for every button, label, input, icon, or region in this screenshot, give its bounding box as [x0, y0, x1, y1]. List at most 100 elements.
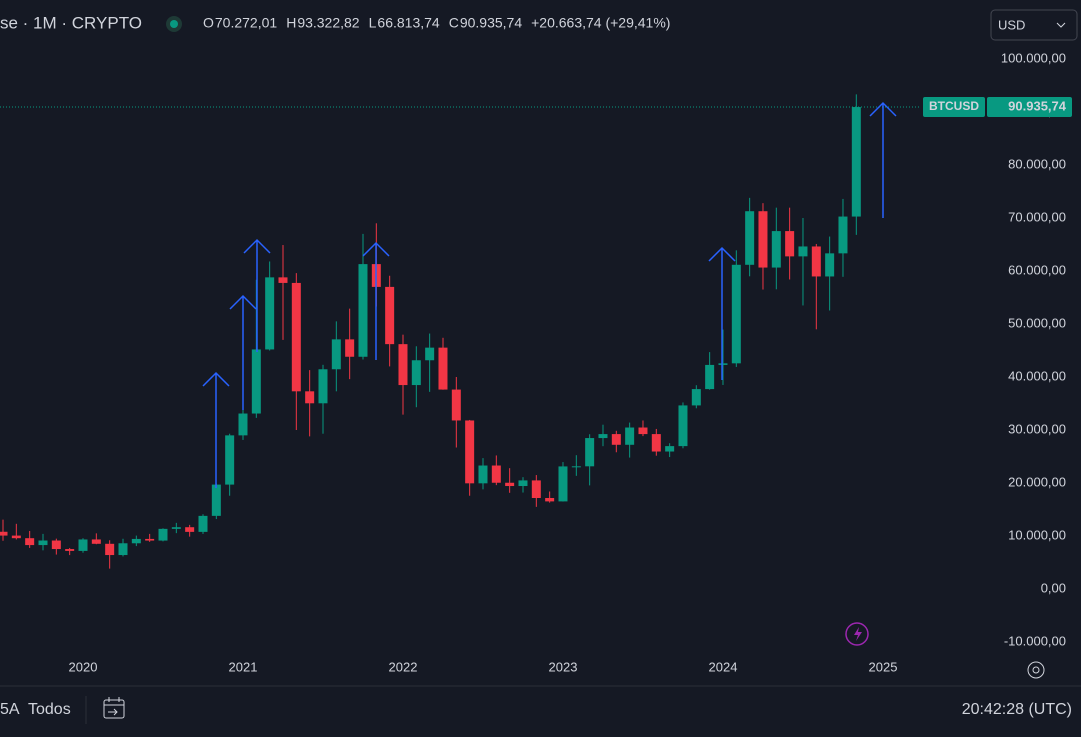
arrow[interactable]	[202, 371, 230, 488]
range-all[interactable]: Todos	[28, 701, 71, 718]
candle-body	[158, 528, 168, 541]
event-icon[interactable]	[845, 622, 869, 646]
y-tick-label: 0,00	[1041, 580, 1066, 595]
candle-body	[518, 480, 528, 487]
ohlc-value: 66.813,74	[377, 15, 439, 31]
candle-body	[38, 540, 48, 546]
y-tick-label: 30.000,00	[1008, 421, 1066, 436]
candle-body	[185, 527, 195, 532]
candle-body	[465, 420, 475, 484]
candle-body	[745, 211, 755, 265]
arrow[interactable]	[243, 238, 271, 352]
candle-body	[731, 264, 741, 364]
ohlc-label: H	[286, 15, 296, 31]
candle-body	[705, 364, 715, 390]
x-tick-label: 2020	[69, 659, 98, 674]
candle-body	[718, 363, 728, 365]
y-tick-label: 80.000,00	[1008, 156, 1066, 171]
candle-body	[798, 246, 808, 257]
candle-body	[585, 438, 595, 467]
y-tick-label: 60.000,00	[1008, 262, 1066, 277]
candle-body	[838, 216, 848, 254]
candle-body	[425, 347, 435, 361]
candle-body	[558, 466, 568, 502]
y-tick-label: 40.000,00	[1008, 368, 1066, 383]
candle-body	[211, 484, 221, 516]
currency-button[interactable]	[990, 9, 1078, 41]
candle-body	[385, 286, 395, 345]
candle-body	[571, 466, 581, 468]
y-tick-label: 100.000,00	[1001, 50, 1066, 65]
x-tick-label: 2021	[229, 659, 258, 674]
symbol-tag-text: BTCUSD	[929, 99, 979, 113]
currency[interactable]: USD	[998, 17, 1025, 32]
candle-body	[171, 527, 181, 529]
candle-body	[451, 389, 461, 421]
candle-body	[305, 391, 315, 404]
price-tag-text: 90.935,74	[1008, 98, 1067, 113]
candle-body	[398, 344, 408, 386]
candle-body	[25, 538, 35, 546]
candle-body	[358, 264, 368, 357]
candle-body	[691, 389, 701, 406]
candle-body	[625, 427, 635, 445]
candle-body	[345, 339, 355, 357]
arrow[interactable]	[362, 241, 390, 360]
y-tick-label: 10.000,00	[1008, 527, 1066, 542]
ohlc-value: 90.935,74	[460, 15, 522, 31]
candle-body	[598, 434, 608, 439]
calendar-icon-detail	[104, 697, 124, 716]
range-5y[interactable]: 5A	[0, 701, 20, 718]
event-bolt	[854, 627, 862, 641]
candle-body	[411, 360, 421, 386]
candle-body	[198, 515, 208, 532]
candle-body	[478, 465, 488, 484]
y-tick-label: -10.000,00	[1004, 633, 1066, 648]
candle-body	[811, 246, 821, 277]
candle-body	[318, 369, 328, 404]
y-tick-label: 70.000,00	[1008, 209, 1066, 224]
candle-body	[758, 211, 768, 268]
candle-body	[785, 231, 795, 257]
arrow[interactable]	[708, 246, 736, 380]
clock: 20:42:28 (UTC)	[962, 701, 1072, 718]
candle-body	[545, 498, 555, 502]
candle-body	[331, 339, 341, 370]
candle-body	[238, 413, 248, 436]
ohlc-label: O	[203, 15, 214, 31]
candle-body	[251, 349, 261, 414]
ohlc-legend: O 70.272,01 H 93.322,82 L 66.813,74 C 90.935,74…	[203, 15, 670, 31]
candle-body	[531, 480, 541, 499]
change: +20.663,74 (+29,41%)	[531, 15, 670, 31]
candle-body	[638, 427, 648, 435]
arrow[interactable]	[229, 294, 257, 410]
ohlc-value: 93.322,82	[297, 15, 359, 31]
x-tick-label: 2025	[869, 659, 898, 674]
calendar-icon[interactable]	[103, 699, 125, 719]
candle-body	[291, 282, 301, 392]
candle-body	[665, 446, 675, 452]
ohlc-value: 70.272,01	[215, 15, 277, 31]
symbol-title[interactable]: se · 1M · CRYPTO	[0, 13, 142, 32]
arrow[interactable]	[869, 101, 897, 218]
candle-body	[651, 434, 661, 452]
status-dot	[170, 20, 178, 28]
candle-body	[851, 107, 861, 217]
y-tick-label: 50.000,00	[1008, 315, 1066, 330]
candle-body	[825, 253, 835, 277]
settings-icon-core	[1032, 666, 1040, 674]
settings-icon[interactable]	[1027, 661, 1045, 679]
x-tick-label: 2024	[709, 659, 738, 674]
candle-body	[78, 539, 88, 551]
candle-body	[11, 535, 21, 539]
candle-body	[491, 465, 501, 483]
candle-body	[0, 531, 8, 536]
candle-body	[678, 405, 688, 447]
candle-body	[91, 539, 101, 544]
ohlc-label: C	[449, 15, 459, 31]
candle-body	[505, 482, 515, 487]
price-tag	[987, 97, 1072, 118]
